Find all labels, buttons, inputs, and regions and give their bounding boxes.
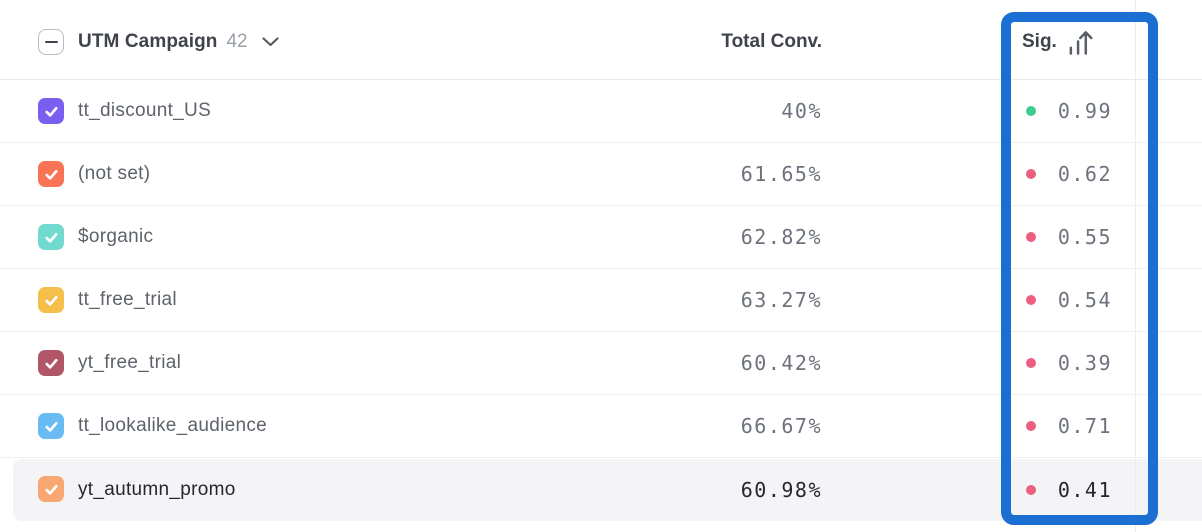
checkmark-icon [44,106,58,117]
row-checkbox[interactable] [38,350,64,376]
checkmark-icon [44,295,58,306]
significance-dot [1026,358,1036,368]
campaign-label: tt_discount_US [78,100,212,121]
table-row[interactable]: tt_free_trial 63.27% 0.54 [0,269,1202,332]
indeterminate-minus-icon [44,40,58,44]
select-all-checkbox[interactable] [38,29,64,55]
significance-value: 0.99 [1057,99,1112,123]
checkmark-icon [44,169,58,180]
table-row[interactable]: (not set) 61.65% 0.62 [0,143,1202,206]
row-checkbox[interactable] [38,476,64,502]
total-conv-value: 40% [781,99,822,123]
table-rows: tt_discount_US 40% 0.99 (not set) 61.65%… [0,80,1202,521]
total-conv-value: 61.65% [740,162,822,186]
campaign-count: 42 [226,31,248,52]
total-conv-value: 63.27% [740,288,822,312]
row-checkbox[interactable] [38,413,64,439]
significance-value: 0.41 [1057,477,1112,502]
header-left-group: UTM Campaign 42 [38,5,279,79]
total-conv-value: 60.42% [740,351,822,375]
significance-dot [1026,484,1036,495]
campaign-label: tt_lookalike_audience [78,415,268,436]
chevron-down-icon[interactable] [262,37,279,47]
significance-value: 0.62 [1057,162,1112,186]
campaign-label: yt_free_trial [78,352,182,373]
significance-dot [1026,106,1036,116]
significance-dot [1026,169,1036,179]
checkmark-icon [44,484,58,495]
total-conv-value: 66.67% [740,414,822,438]
table-header: UTM Campaign 42 Total Conv. Sig. [0,0,1202,80]
column-header-utm-campaign[interactable]: UTM Campaign [78,31,218,52]
significance-value: 0.54 [1057,288,1112,312]
row-checkbox[interactable] [38,161,64,187]
total-conv-value: 60.98% [740,477,822,502]
total-conv-value: 62.82% [740,225,822,249]
significance-dot [1026,421,1036,431]
column-divider [1135,0,1136,532]
sort-ascending-icon[interactable] [1067,29,1093,55]
significance-value: 0.71 [1057,414,1112,438]
table-row[interactable]: tt_lookalike_audience 66.67% 0.71 [0,395,1202,458]
table-row[interactable]: tt_discount_US 40% 0.99 [0,80,1202,143]
table-row[interactable]: yt_free_trial 60.42% 0.39 [0,332,1202,395]
significance-dot [1026,232,1036,242]
table-row[interactable]: yt_autumn_promo 60.98% 0.41 [0,458,1202,521]
column-header-total-conv[interactable]: Total Conv. [721,31,822,52]
campaign-label: tt_free_trial [78,289,177,310]
checkmark-icon [44,358,58,369]
sig-header-label: Sig. [1022,31,1057,52]
campaign-label: (not set) [78,163,151,184]
column-header-sig[interactable]: Sig. [1022,5,1093,79]
campaign-label: yt_autumn_promo [78,478,236,500]
row-checkbox[interactable] [38,98,64,124]
row-checkbox[interactable] [38,224,64,250]
checkmark-icon [44,232,58,243]
significance-value: 0.39 [1057,351,1112,375]
significance-dot [1026,295,1036,305]
row-checkbox[interactable] [38,287,64,313]
checkmark-icon [44,421,58,432]
campaign-label: $organic [78,226,154,247]
table-row[interactable]: $organic 62.82% 0.55 [0,206,1202,269]
significance-value: 0.55 [1057,225,1112,249]
